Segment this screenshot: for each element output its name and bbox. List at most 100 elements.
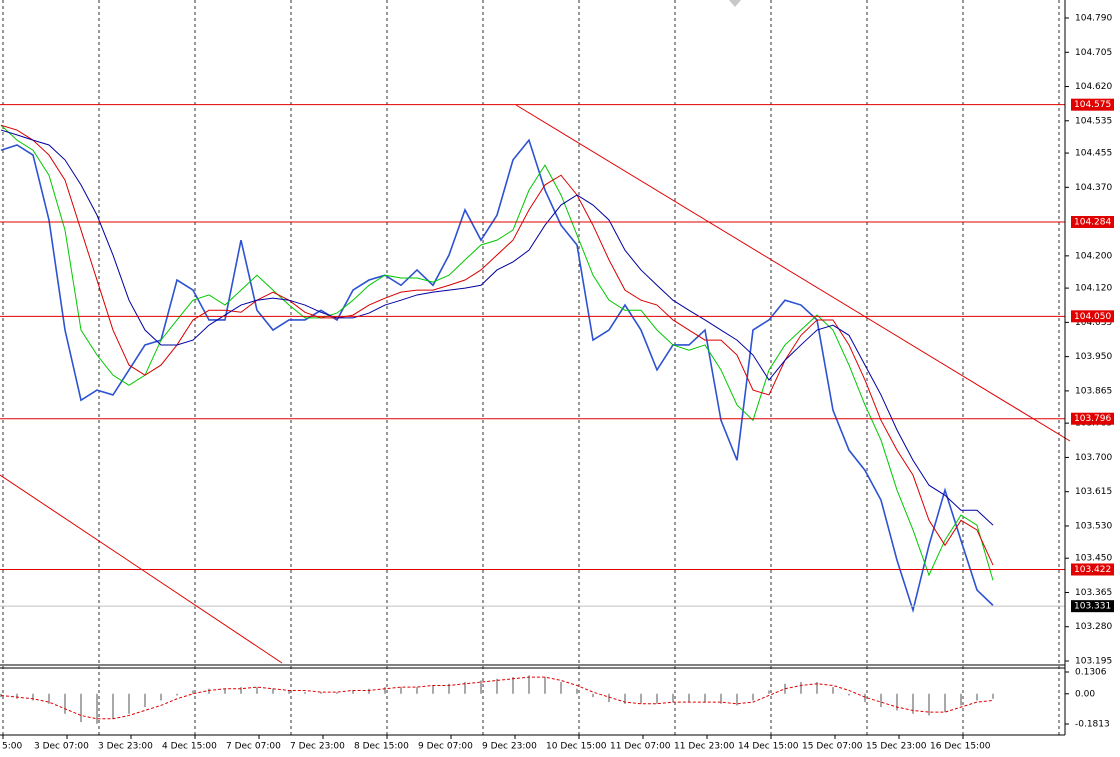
level-label-box [1071, 98, 1114, 111]
y-tick-label: 103.865 [1075, 386, 1112, 396]
histogram-bar [544, 677, 546, 694]
histogram-bar [880, 693, 882, 708]
histogram-bar [640, 693, 642, 704]
histogram-bar [16, 693, 18, 699]
histogram-bar [848, 693, 850, 696]
histogram-bar [976, 693, 978, 701]
histogram-bar [928, 693, 930, 716]
level-label: 103.422 [1074, 565, 1111, 575]
y-tick-label: 103.365 [1075, 588, 1112, 598]
y-tick-label: 104.370 [1075, 183, 1112, 193]
y-tick-label: 0.00 [1075, 689, 1095, 699]
histogram-bar [992, 693, 994, 699]
histogram-bar [464, 682, 466, 694]
histogram-bar [368, 688, 370, 694]
moving-average [0, 124, 994, 566]
histogram-bar [656, 693, 658, 704]
y-tick-label: 104.790 [1075, 14, 1112, 24]
histogram-bar [736, 693, 738, 706]
histogram-bar [576, 688, 578, 694]
histogram-bar [912, 693, 914, 714]
histogram-bar [768, 690, 770, 694]
histogram-bar [800, 682, 802, 694]
histogram-bar [960, 693, 962, 706]
x-tick-label: 8 Dec 15:00 [354, 742, 409, 752]
y-tick-label: 104.035 [1075, 318, 1112, 328]
trend-line [0, 474, 283, 664]
histogram-bar [752, 693, 754, 701]
x-tick-label: 7 Dec 23:00 [290, 742, 345, 752]
histogram-bar [400, 687, 402, 694]
histogram-bar [864, 693, 866, 703]
y-tick-label: -0.1813 [1075, 720, 1110, 730]
histogram-bar [704, 693, 706, 703]
y-tick-label: 103.195 [1075, 657, 1112, 667]
x-tick-label: 3 Dec 07:00 [34, 742, 89, 752]
histogram-bar [720, 693, 722, 704]
x-tick-label: 15 Dec 23:00 [866, 742, 927, 752]
price-line [0, 138, 994, 614]
last-price-label: 103.331 [1074, 602, 1111, 612]
level-label-box [1071, 310, 1114, 323]
y-tick-label: 104.120 [1075, 284, 1112, 294]
level-label: 104.284 [1074, 217, 1111, 227]
histogram-bar [304, 692, 306, 694]
x-tick-label: 9 Dec 07:00 [418, 742, 473, 752]
histogram-bar [96, 693, 98, 724]
histogram-bar [192, 690, 194, 694]
shift-marker [729, 0, 741, 7]
y-tick-label: 104.620 [1075, 82, 1112, 92]
histogram-bar [320, 692, 322, 694]
y-tick-label: 104.535 [1075, 116, 1112, 126]
histogram-bar [224, 688, 226, 694]
y-tick-label: 103.700 [1075, 453, 1112, 463]
histogram-bar [272, 688, 274, 694]
histogram-bar [816, 682, 818, 694]
histogram-bar [592, 693, 594, 698]
histogram-bar [496, 678, 498, 694]
y-tick-label: 103.615 [1075, 487, 1112, 497]
histogram-bar [672, 693, 674, 703]
x-tick-label: 15 Dec 07:00 [802, 742, 863, 752]
histogram-bar [384, 687, 386, 694]
moving-average [0, 124, 994, 581]
x-tick-label: 14 Dec 15:00 [738, 742, 799, 752]
x-tick-label: 9 Dec 23:00 [482, 742, 537, 752]
histogram-bar [416, 687, 418, 694]
y-tick-label: 104.705 [1075, 48, 1112, 58]
histogram-bar [480, 680, 482, 694]
x-tick-label: 16 Dec 15:00 [930, 742, 991, 752]
histogram-bar [448, 683, 450, 694]
histogram-bar [128, 693, 130, 714]
x-tick-label: 10 Dec 15:00 [546, 742, 607, 752]
x-tick-label: 11 Dec 23:00 [674, 742, 735, 752]
x-tick-label: 5:00 [2, 742, 22, 752]
y-tick-label: 104.455 [1075, 149, 1112, 159]
histogram-bar [528, 675, 530, 694]
histogram-bar [896, 693, 898, 711]
y-tick-label: 103.950 [1075, 352, 1112, 362]
histogram-bar [256, 687, 258, 694]
last-price-box [1071, 600, 1114, 613]
histogram-bar [48, 693, 50, 704]
histogram-bar [288, 690, 290, 694]
histogram-bar [208, 688, 210, 694]
level-label: 104.575 [1074, 100, 1111, 110]
trend-line [515, 104, 1071, 442]
y-tick-label: 0.1306 [1075, 668, 1107, 678]
histogram-bar [64, 693, 66, 714]
plot-area [0, 0, 1065, 735]
x-tick-label: 7 Dec 07:00 [226, 742, 281, 752]
histogram-bar [432, 685, 434, 694]
y-tick-label: 103.450 [1075, 554, 1112, 564]
x-tick-label: 3 Dec 23:00 [98, 742, 153, 752]
y-tick-label: 103.280 [1075, 622, 1112, 632]
histogram-bar [352, 690, 354, 694]
histogram-bar [32, 693, 34, 701]
histogram-bar [832, 687, 834, 694]
moving-average [0, 129, 994, 526]
level-label: 103.796 [1074, 414, 1111, 424]
histogram-bar [80, 693, 82, 723]
